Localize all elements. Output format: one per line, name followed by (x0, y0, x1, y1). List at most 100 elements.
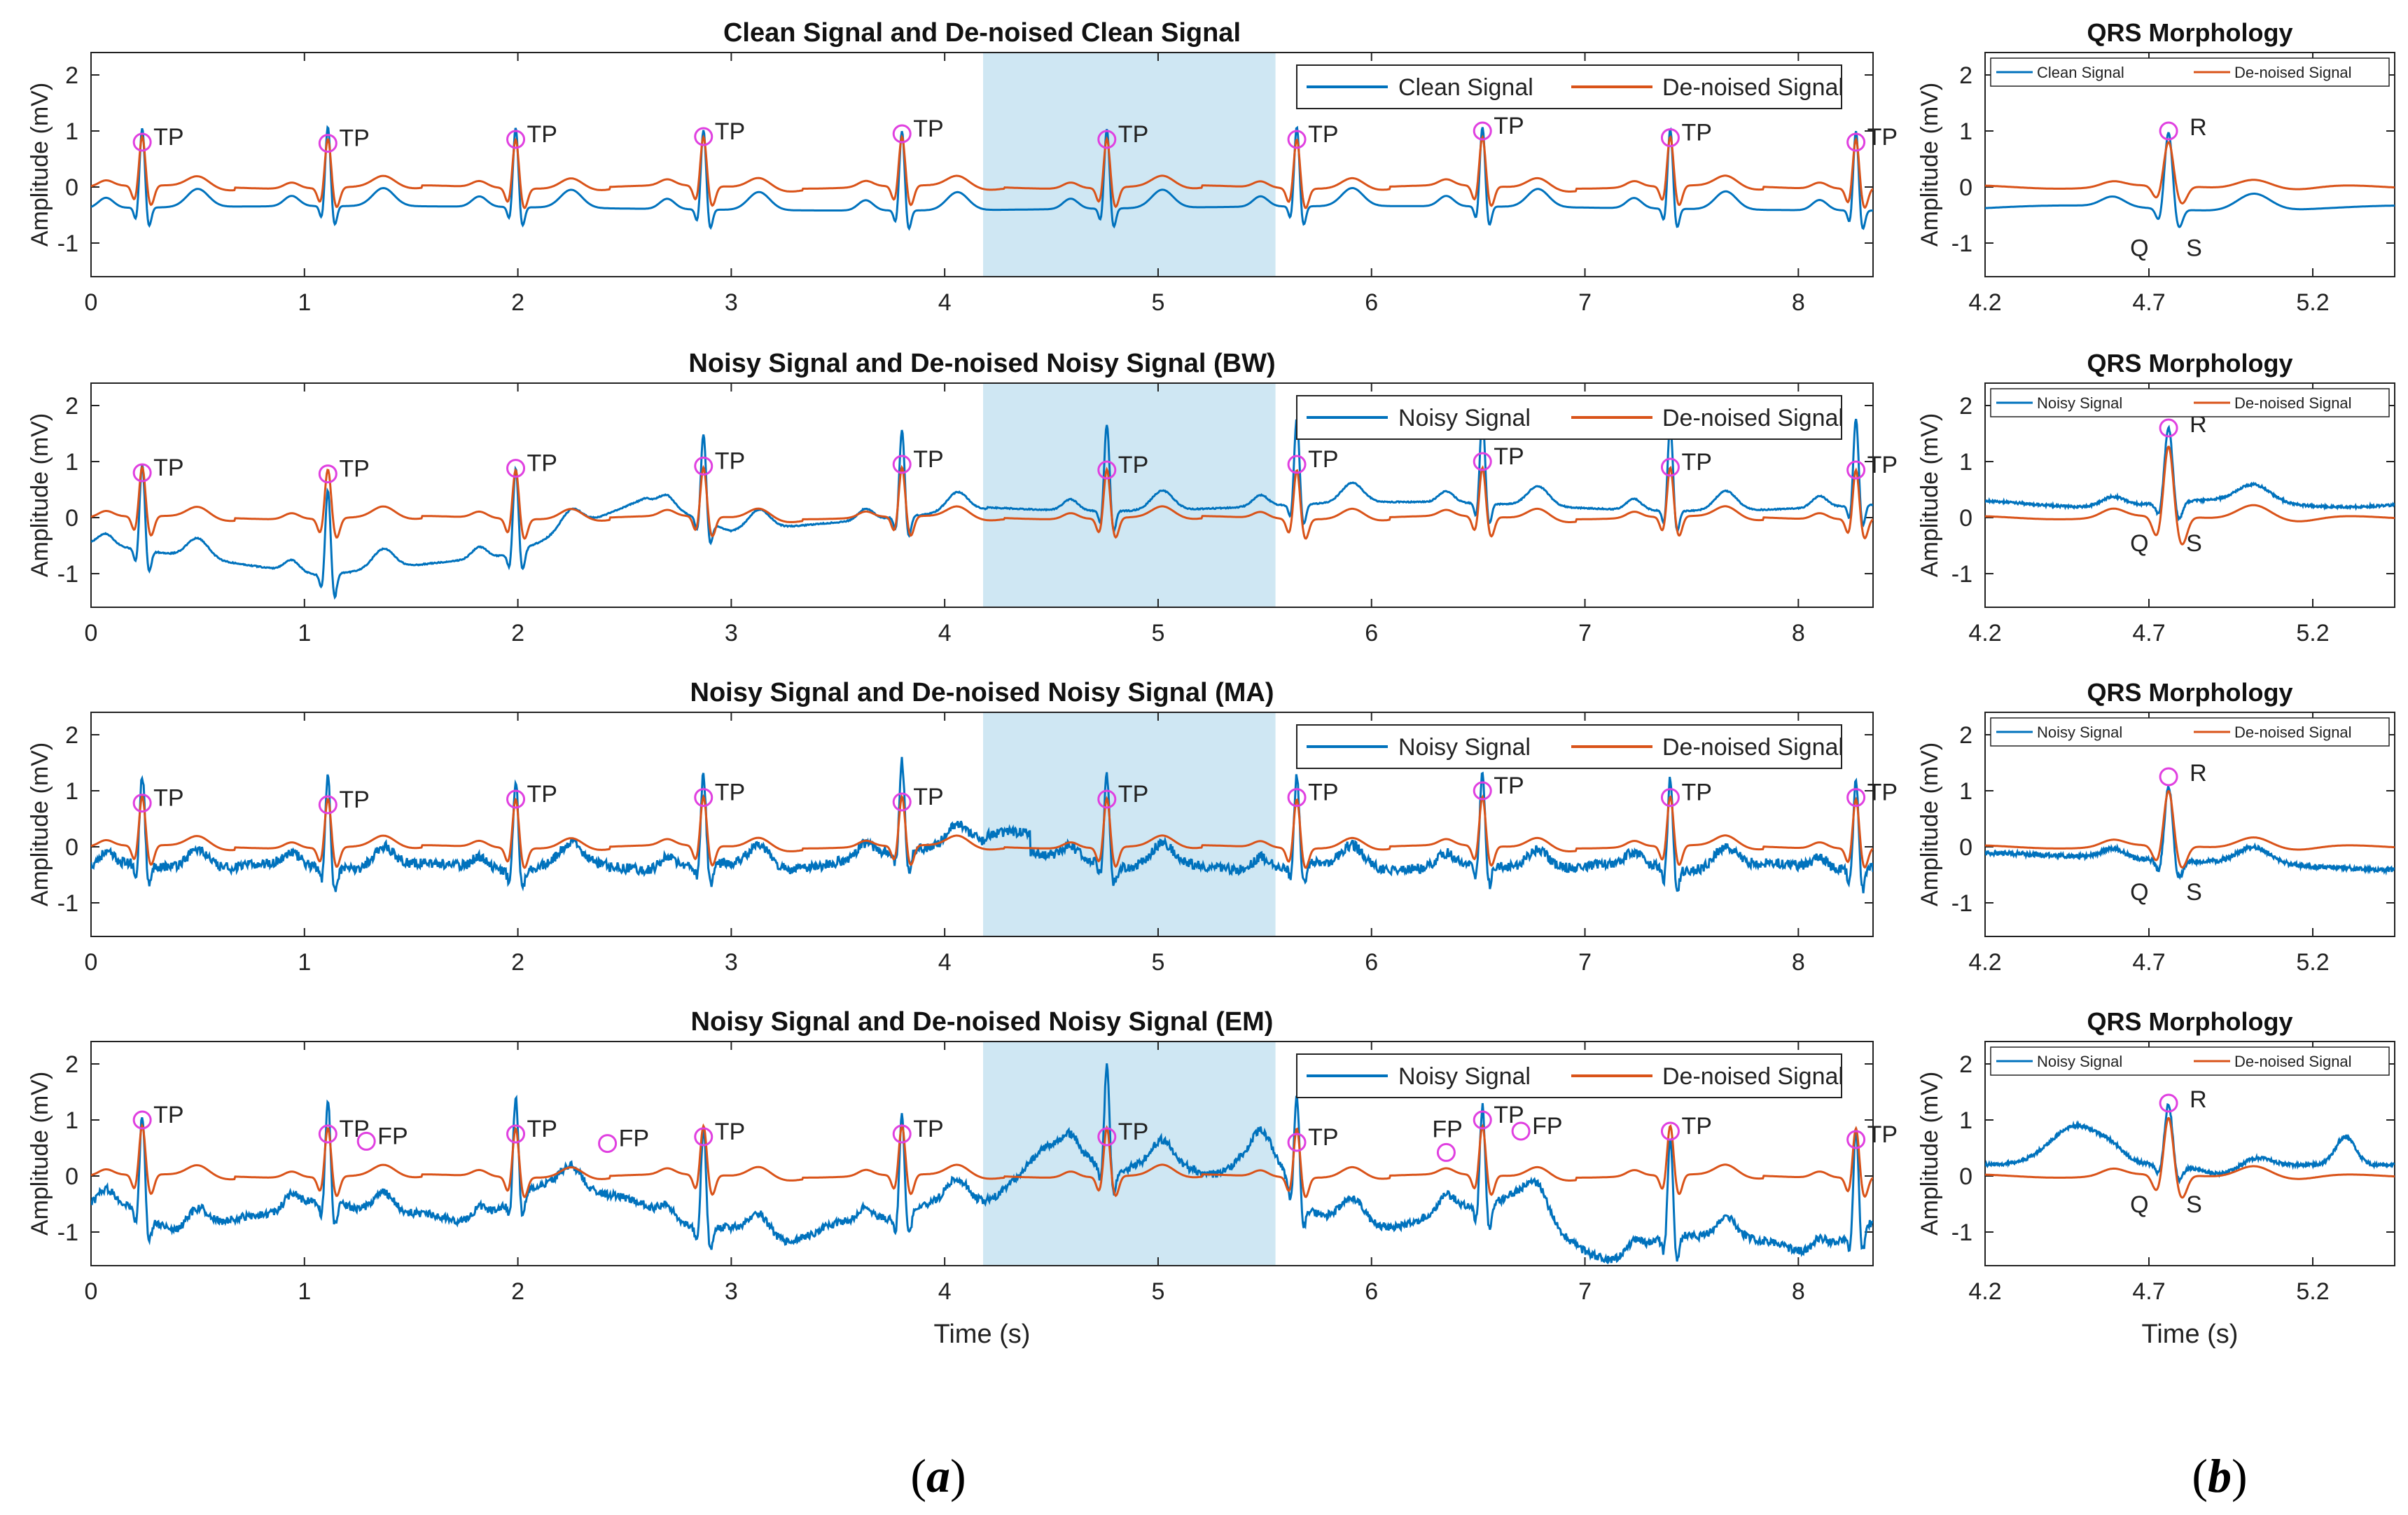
detection-marker (1473, 1110, 1492, 1130)
annotation-r: R (2190, 760, 2207, 787)
x-tick-label: 1 (298, 289, 311, 316)
y-tick-label: 2 (65, 1051, 78, 1078)
panel-b-3: 2 1 0 -1 4.2 4.7 5.2 QRS Morphology Amplitude (m… (1916, 1007, 2395, 1349)
detection-label: TP (339, 456, 369, 483)
detection-label: TP (339, 787, 369, 813)
y-axis-label: Amplitude (mV) (27, 413, 53, 577)
y-tick-label: 1 (1959, 118, 1972, 145)
series-line-signal (1985, 785, 2395, 880)
legend: Noisy Signal De-noised Signal (1990, 717, 2390, 747)
y-tick-label: 0 (1959, 505, 1972, 532)
annotation-q: Q (2130, 1191, 2148, 1218)
legend-label-signal: Noisy Signal (2037, 724, 2122, 741)
series-line-signal (1985, 424, 2395, 522)
x-tick-label: 5.2 (2296, 289, 2329, 316)
detection-marker (892, 792, 912, 812)
detection-label: TP (715, 448, 745, 474)
detection-label: TP (153, 124, 183, 151)
detection-label: TP (913, 446, 943, 473)
x-tick-label: 0 (85, 1278, 98, 1305)
detection-label: TP (913, 116, 943, 142)
caption-a: (a) (910, 1449, 966, 1502)
x-tick-label: 4.2 (1968, 1278, 2001, 1305)
x-tick-label: 1 (298, 620, 311, 646)
y-tick-label: 0 (65, 834, 78, 861)
legend: Clean Signal De-noised Signal (1990, 57, 2390, 87)
legend-label-denoised: De-noised Signal (1662, 74, 1844, 101)
legend: Noisy Signal De-noised Signal (1296, 724, 1844, 769)
y-tick-label: 1 (65, 118, 78, 145)
legend-label-denoised: De-noised Signal (2234, 64, 2352, 81)
x-tick-label: 7 (1578, 620, 1592, 646)
x-tick-label: 5.2 (2296, 1278, 2329, 1305)
detection-label: TP (1494, 113, 1524, 139)
detection-marker (892, 1124, 912, 1144)
detection-label: TP (1681, 1113, 1711, 1140)
detection-label: TP (339, 1116, 369, 1142)
y-tick-label: 2 (65, 62, 78, 89)
y-tick-label: 2 (65, 722, 78, 749)
detection-marker (1287, 788, 1307, 808)
detection-marker (318, 1124, 337, 1144)
detection-label: TP (1118, 1119, 1148, 1145)
detection-marker (506, 1124, 526, 1144)
x-tick-label: 1 (298, 949, 311, 976)
r-peak-marker (2159, 418, 2178, 438)
panel-a-2: 2 1 0 -1 0 1 2 3 4 5 6 7 8 Noisy Signal and De-noised… (27, 678, 1898, 976)
detection-label: FP (1432, 1116, 1462, 1142)
y-tick-label: 1 (1959, 449, 1972, 476)
detection-label: TP (715, 1119, 745, 1145)
detection-marker (892, 124, 912, 144)
legend-label-denoised: De-noised Signal (2234, 394, 2352, 412)
panel-title: Noisy Signal and De-noised Noisy Signal … (691, 1007, 1274, 1037)
x-tick-label: 8 (1792, 949, 1805, 976)
detection-marker (318, 134, 337, 153)
x-tick-label: 6 (1365, 289, 1378, 316)
detection-marker (318, 464, 337, 484)
detection-marker (1846, 460, 1866, 480)
series-line-signal (1985, 1102, 2395, 1184)
annotation-s: S (2186, 879, 2202, 906)
series-line-denoised (91, 134, 1873, 209)
detection-label: TP (715, 118, 745, 145)
detection-marker (1097, 789, 1117, 809)
x-tick-label: 6 (1365, 1278, 1378, 1305)
detection-marker (506, 130, 526, 149)
detection-marker (694, 1127, 714, 1147)
legend: Noisy Signal De-noised Signal (1990, 388, 2390, 417)
y-tick-label: -1 (1951, 1219, 1972, 1246)
axes-frame (1984, 52, 2395, 277)
x-tick-label: 4.2 (1968, 620, 2001, 646)
detection-marker (132, 1110, 152, 1130)
detection-marker (1097, 460, 1117, 480)
y-tick-label: 1 (65, 449, 78, 476)
legend-label-signal: Noisy Signal (2037, 1053, 2122, 1070)
y-tick-label: 0 (1959, 834, 1972, 861)
x-axis-label: Time (s) (2142, 1320, 2239, 1349)
annotation-s: S (2186, 235, 2202, 261)
panel-title: Clean Signal and De-noised Clean Signal (723, 18, 1241, 48)
y-tick-label: 1 (65, 778, 78, 805)
x-tick-label: 6 (1365, 949, 1378, 976)
panel-title: QRS Morphology (2087, 1007, 2293, 1036)
axes-frame (1984, 382, 2395, 608)
y-tick-label: -1 (57, 890, 78, 917)
series-line-signal (91, 1063, 1873, 1265)
detection-marker (598, 1134, 618, 1154)
y-tick-label: -1 (1951, 561, 1972, 588)
detection-label: TP (153, 785, 183, 812)
y-tick-label: 2 (1959, 722, 1972, 749)
detection-marker (1846, 132, 1866, 152)
series-line-denoised (91, 464, 1873, 540)
x-tick-label: 5.2 (2296, 620, 2329, 646)
annotation-s: S (2186, 530, 2202, 557)
y-axis-label: Amplitude (mV) (27, 1072, 53, 1236)
x-tick-label: 8 (1792, 1278, 1805, 1305)
detection-label: TP (339, 125, 369, 152)
detection-marker (1473, 781, 1492, 801)
x-tick-label: 7 (1578, 289, 1592, 316)
x-tick-label: 3 (725, 289, 738, 316)
panel-b-1: 2 1 0 -1 4.2 4.7 5.2 QRS Morphology Amplitude (m… (1916, 349, 2395, 646)
panel-title: QRS Morphology (2087, 18, 2293, 47)
x-tick-label: 2 (511, 620, 524, 646)
